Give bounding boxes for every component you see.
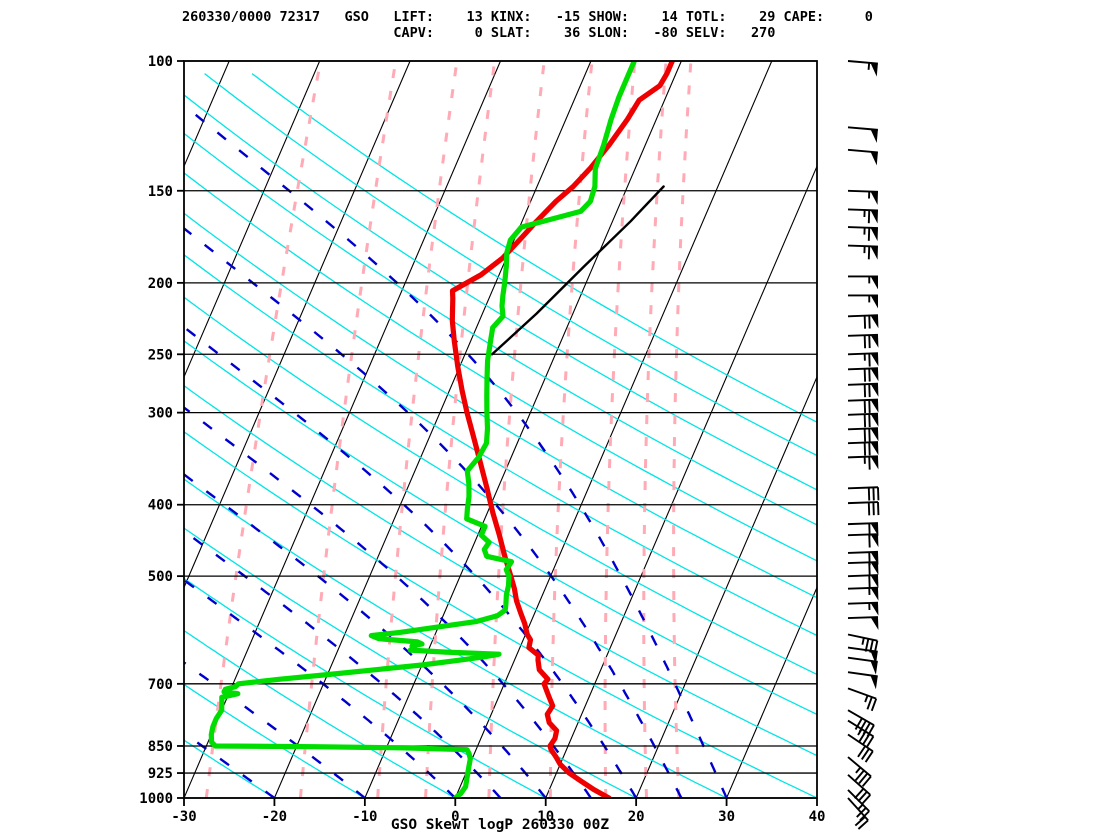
- pressure-tick-label: 250: [148, 347, 173, 363]
- wind-barb: [847, 382, 879, 398]
- wind-barb: [847, 148, 878, 166]
- wind-barb: [847, 687, 878, 712]
- header-line-1: 260330/0000 72317 GSO LIFT: 13 KINX: -15…: [182, 9, 873, 25]
- wind-barb: [847, 367, 879, 382]
- pressure-tick-label: 1000: [139, 791, 173, 807]
- temperature-tick-label: 10: [537, 809, 554, 825]
- wind-barb: [847, 774, 872, 806]
- temperature-tick-label: 30: [718, 809, 735, 825]
- wind-barb: [847, 208, 879, 224]
- mixing-ratio-lines: [204, 61, 693, 798]
- wind-barb: [847, 333, 879, 349]
- temperature-axis-labels: -30 -20 -10 0 10 20 30 40: [171, 798, 825, 825]
- temperature-tick-label: -10: [352, 809, 377, 825]
- pressure-tick-label: 500: [148, 569, 173, 585]
- pressure-tick-label: 925: [148, 766, 173, 782]
- wind-barb: [847, 244, 879, 260]
- parcel-trace: [490, 185, 665, 356]
- moist-adiabat-lines: [184, 103, 728, 798]
- wind-barb: [847, 60, 878, 77]
- wind-barb: [848, 275, 878, 290]
- pressure-tick-label: 700: [148, 677, 173, 693]
- wind-barb: [847, 574, 879, 589]
- wind-barb: [847, 412, 879, 428]
- wind-barb: [847, 455, 879, 470]
- wind-barb: [847, 352, 879, 367]
- wind-barb: [847, 501, 880, 516]
- header-line-2: CAPV: 0 SLAT: 36 SLON: -80 SELV: 270: [182, 25, 776, 41]
- pressure-tick-label: 300: [148, 406, 173, 422]
- temperature-tick-label: 40: [809, 809, 826, 825]
- wind-barb: [848, 294, 878, 309]
- pressure-tick-label: 850: [148, 739, 173, 755]
- wind-barb: [847, 616, 879, 631]
- wind-barb: [847, 427, 879, 442]
- wind-barb: [847, 533, 879, 548]
- wind-barb: [847, 561, 879, 576]
- pressure-gridlines: [177, 60, 817, 799]
- temperature-tick-label: 0: [451, 809, 459, 825]
- wind-barb: [847, 586, 879, 601]
- pressure-axis-labels: 100 150 200 250 300 400 500 700 850 925 1000: [139, 54, 173, 807]
- wind-barb: [847, 486, 880, 501]
- temperature-tick-label: -30: [171, 809, 196, 825]
- wind-barb: [847, 671, 878, 690]
- pressure-tick-label: 400: [148, 498, 173, 514]
- wind-barb: [847, 797, 869, 830]
- wind-barb: [847, 189, 879, 205]
- pressure-tick-label: 150: [148, 184, 173, 200]
- wind-barb: [847, 126, 878, 143]
- pressure-tick-label: 200: [148, 276, 173, 292]
- chart-caption: GSO SkewT logP 260330 00Z: [391, 817, 610, 833]
- wind-barb: [847, 398, 879, 414]
- wind-barb: [847, 522, 879, 537]
- sounding-traces: [208, 61, 675, 798]
- wind-barb: [847, 656, 878, 675]
- wind-barb: [847, 226, 879, 242]
- isotherm-lines: [184, 61, 817, 798]
- wind-barb: [847, 601, 879, 616]
- temperature-tick-label: -20: [262, 809, 287, 825]
- wind-barb-column: [847, 60, 880, 830]
- wind-barb: [847, 733, 874, 763]
- wind-barb: [847, 756, 872, 787]
- wind-barb: [847, 719, 875, 748]
- wind-barb: [847, 314, 879, 329]
- pressure-tick-label: 100: [148, 54, 173, 70]
- temperature-tick-label: 20: [628, 809, 645, 825]
- plot-frame: [183, 60, 818, 799]
- wind-barb: [847, 441, 879, 456]
